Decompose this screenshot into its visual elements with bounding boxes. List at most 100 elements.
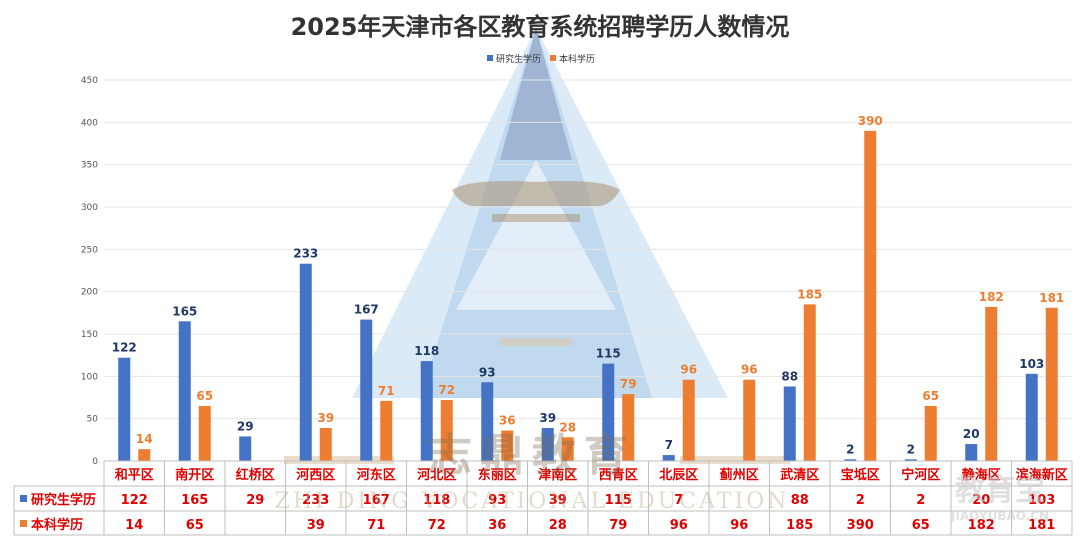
table-cell: 118 (423, 493, 450, 508)
data-label: 7 (665, 438, 673, 452)
bar-graduate (904, 459, 917, 461)
table-cell: 39 (549, 493, 567, 508)
table-cell: 36 (488, 518, 506, 533)
bar-bachelor (501, 430, 514, 461)
bar-graduate (299, 263, 312, 461)
bar-graduate (1025, 373, 1038, 461)
data-label: 20 (963, 427, 980, 441)
bar-graduate (662, 455, 675, 461)
data-label: 181 (1039, 291, 1064, 305)
y-tick-label: 350 (81, 161, 98, 171)
data-label: 185 (797, 287, 822, 301)
data-label: 233 (293, 247, 318, 261)
table-cell: 71 (367, 518, 385, 533)
legend-label-0: 研究生学历 (496, 53, 541, 65)
category-label: 蓟州区 (719, 467, 759, 483)
bars (118, 130, 1058, 462)
data-label: 93 (479, 365, 496, 379)
bar-bachelor (924, 405, 937, 461)
bar-bachelor (682, 379, 695, 461)
table-cell: 2 (916, 493, 925, 508)
category-label: 南开区 (175, 467, 214, 483)
category-label: 宁河区 (901, 467, 940, 483)
table-cell: 29 (246, 493, 264, 508)
table-cell: 122 (121, 493, 148, 508)
table-cell: 181 (1028, 518, 1055, 533)
data-label: 36 (499, 414, 516, 428)
bar-graduate (178, 321, 191, 461)
data-label: 39 (539, 411, 556, 425)
category-label: 河北区 (417, 467, 456, 483)
data-label: 28 (559, 420, 576, 434)
category-label: 红桥区 (236, 467, 275, 483)
table-cell: 103 (1028, 493, 1055, 508)
category-label: 北辰区 (659, 468, 698, 483)
y-tick-label: 50 (87, 415, 99, 425)
table-row-swatch (20, 495, 27, 502)
bar-graduate (118, 357, 131, 461)
table-cell: 182 (968, 518, 995, 533)
data-label: 122 (112, 341, 137, 355)
table-cell: 65 (912, 518, 930, 533)
data-label: 71 (378, 384, 395, 398)
table-cell: 96 (670, 518, 688, 533)
table-cell: 233 (302, 493, 329, 508)
bar-bachelor (198, 405, 211, 461)
bar-graduate (602, 363, 615, 461)
bar-graduate (481, 382, 494, 461)
bar-bachelor (561, 437, 574, 461)
data-label: 79 (620, 377, 637, 391)
category-label: 西青区 (599, 467, 638, 483)
data-label: 182 (979, 290, 1004, 304)
legend-swatch-1 (550, 55, 556, 61)
table-cell: 390 (847, 518, 874, 533)
data-label: 2 (846, 442, 854, 456)
y-tick-label: 250 (81, 245, 98, 255)
y-tick-label: 100 (81, 372, 98, 382)
y-tick-label: 400 (81, 118, 98, 128)
bar-graduate (420, 361, 433, 461)
table-cell: 7 (674, 493, 683, 508)
data-label: 39 (317, 411, 334, 425)
bar-graduate (360, 319, 373, 461)
bar-bachelor (440, 400, 453, 461)
data-label: 118 (414, 344, 439, 358)
table-cell: 96 (730, 518, 748, 533)
bar-bachelor (138, 449, 151, 461)
bar-bachelor (803, 304, 816, 461)
legend: 研究生学历 本科学历 (487, 53, 595, 65)
legend-swatch-0 (487, 55, 493, 61)
table-cell: 65 (186, 518, 204, 533)
data-label: 115 (596, 347, 621, 361)
table-cell: 14 (125, 518, 143, 533)
table-cell: 2 (856, 493, 865, 508)
legend-label-1: 本科学历 (559, 53, 595, 65)
table-cell: 20 (972, 493, 990, 508)
bar-bachelor (1045, 307, 1058, 461)
category-label: 宝坻区 (841, 467, 880, 483)
bar-bachelor (622, 394, 635, 461)
watermark-site-url: JIAOYUBAO.CN (950, 509, 1049, 523)
data-label: 65 (196, 389, 213, 403)
table-cell: 39 (307, 518, 325, 533)
category-label: 河东区 (357, 467, 396, 483)
bar-graduate (844, 459, 857, 461)
data-label: 165 (172, 304, 197, 318)
table-cell: 115 (605, 493, 632, 508)
category-label: 和平区 (115, 467, 154, 483)
y-tick-label: 200 (81, 288, 98, 298)
bar-graduate (783, 386, 796, 461)
table-row-label: 本科学历 (31, 517, 83, 533)
data-label: 103 (1019, 357, 1044, 371)
category-label: 东丽区 (478, 467, 517, 483)
bar-bachelor (985, 306, 998, 461)
table-cell: 79 (609, 518, 627, 533)
data-label: 96 (741, 363, 758, 377)
bar-graduate (965, 444, 978, 461)
data-label: 14 (136, 432, 153, 446)
bar-bachelor (743, 379, 756, 461)
watermark-logo (284, 28, 790, 464)
data-label: 96 (680, 363, 697, 377)
